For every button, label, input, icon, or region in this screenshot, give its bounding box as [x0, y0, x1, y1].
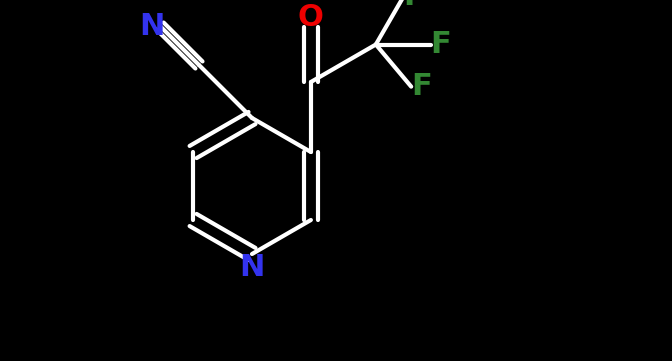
Text: F: F [431, 30, 451, 59]
Text: N: N [239, 253, 265, 283]
Text: N: N [139, 12, 165, 40]
Text: F: F [403, 0, 424, 11]
Text: F: F [411, 72, 431, 101]
Text: O: O [298, 3, 324, 31]
